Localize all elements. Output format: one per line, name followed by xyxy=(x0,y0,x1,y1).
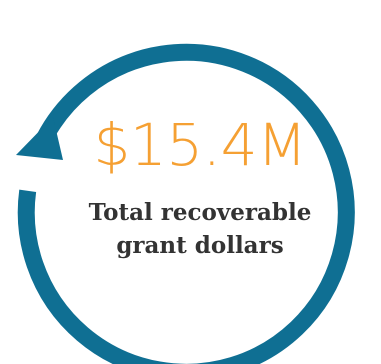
stat-amount: $15.4M xyxy=(93,111,307,179)
stat-caption: Total recoverable grant dollars xyxy=(60,196,340,262)
stat-caption-line2: grant dollars xyxy=(116,232,284,259)
ring-arc xyxy=(17,43,355,364)
stat-caption-line1: Total recoverable xyxy=(88,199,312,226)
ring-arrowhead xyxy=(16,117,63,160)
